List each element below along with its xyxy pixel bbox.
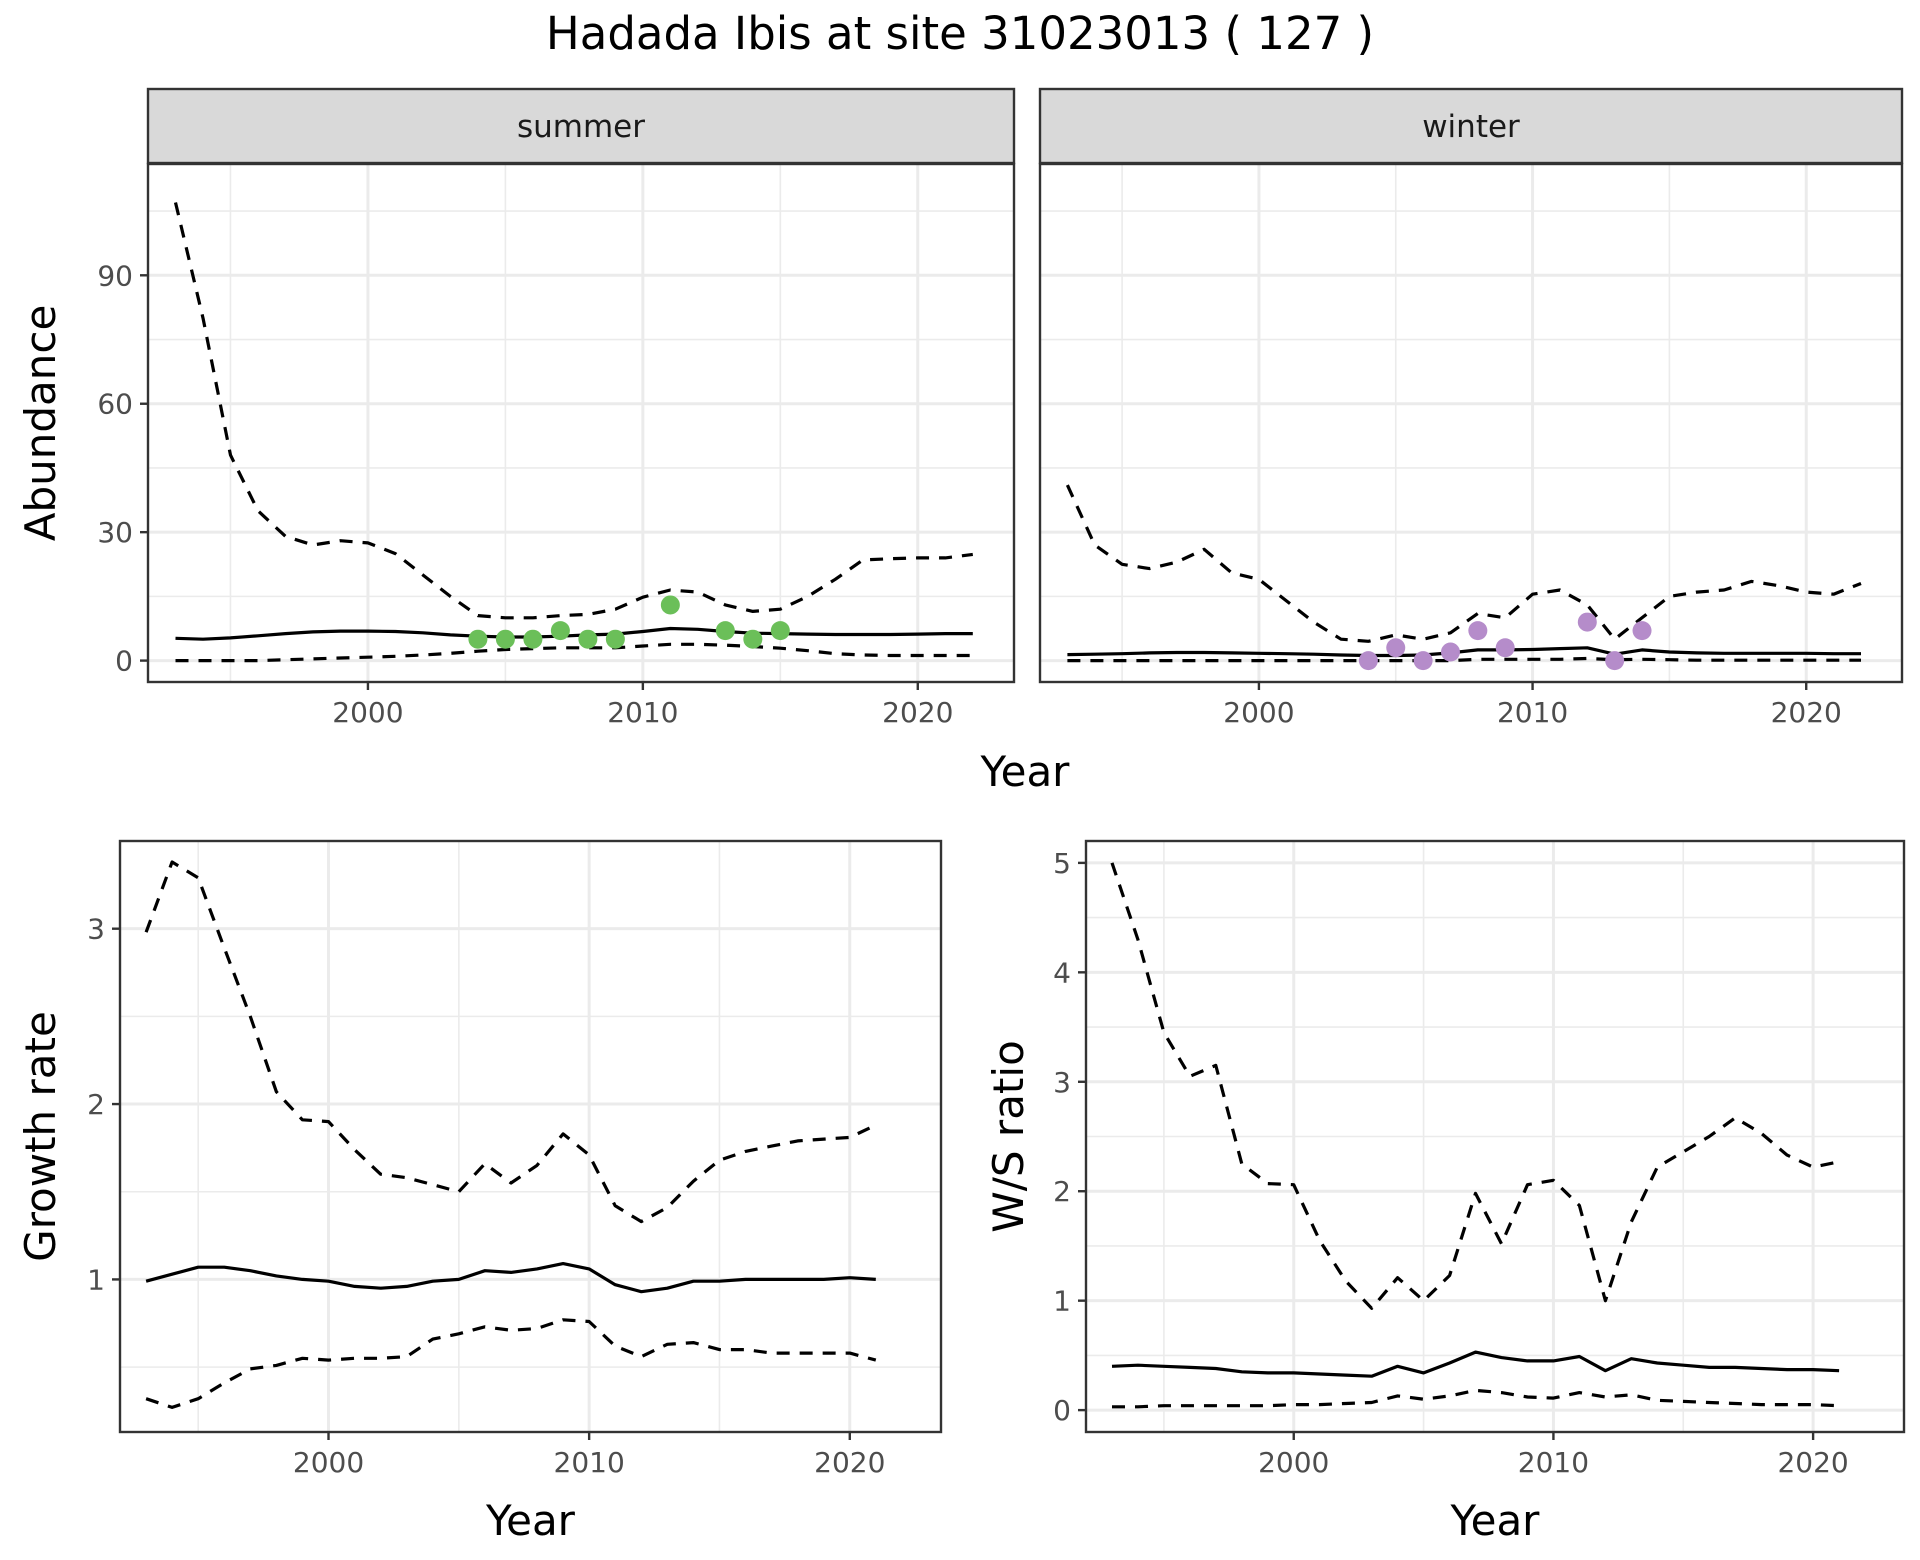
- data-point: [660, 595, 680, 615]
- data-point: [1632, 621, 1652, 641]
- y-tick-label: 0: [1053, 1394, 1071, 1427]
- panel-summer: 2000 2010 2020 0 30 60 90 summer: [97, 87, 1016, 729]
- y-tick-label: 60: [97, 388, 133, 421]
- panel-winter: 2000 2010 2020 winter: [1038, 87, 1904, 729]
- confidence-bound-line: [1110, 862, 1840, 1310]
- data-point: [1440, 642, 1460, 662]
- abundance-x-axis-title: Year: [980, 747, 1071, 796]
- figure-title: Hadada Ibis at site 31023013 ( 127 ): [546, 7, 1374, 60]
- confidence-bound-line: [145, 1318, 877, 1409]
- x-tick-label: 2010: [1518, 1446, 1589, 1479]
- y-tick-label: 2: [1053, 1175, 1071, 1208]
- x-axis-title: Year: [1450, 1496, 1541, 1545]
- x-tick-label: 2000: [332, 696, 403, 729]
- confidence-bound-line: [175, 642, 973, 663]
- y-tick-label: 30: [97, 516, 133, 549]
- y-tick-label: 4: [1053, 956, 1071, 989]
- panel-growth-rate-plot-area: [120, 841, 941, 1432]
- confidence-bound-line: [1067, 656, 1861, 663]
- y-tick-label: 0: [115, 645, 133, 678]
- abundance-y-axis-title: Abundance: [16, 305, 65, 542]
- data-point: [1605, 651, 1625, 671]
- data-point: [1413, 651, 1433, 671]
- panel-ws-ratio: 2000 2010 2020 0 1 2 3 4 5 Year W/S ratio: [984, 839, 1906, 1545]
- data-point: [715, 621, 735, 641]
- x-tick-label: 2010: [554, 1446, 625, 1479]
- y-axis-title: Growth rate: [16, 1011, 65, 1262]
- facet-strip-label: summer: [517, 109, 645, 145]
- x-tick-label: 2020: [1777, 1446, 1848, 1479]
- data-point: [1468, 621, 1488, 641]
- confidence-bound-line: [1065, 484, 1862, 643]
- confidence-bound-line: [1112, 1388, 1840, 1409]
- facet-strip-label: winter: [1422, 109, 1520, 145]
- estimate-line: [1111, 1350, 1840, 1378]
- confidence-bound-line: [144, 860, 877, 1224]
- y-tick-label: 90: [97, 259, 133, 292]
- data-point: [495, 629, 515, 649]
- x-tick-label: 2000: [1258, 1446, 1329, 1479]
- x-tick-label: 2020: [882, 696, 953, 729]
- data-point: [1386, 638, 1406, 658]
- x-tick-label: 2020: [1771, 696, 1842, 729]
- panel-growth-rate: 2000 2010 2020 1 2 3 Year Growth rate: [16, 839, 943, 1545]
- confidence-bound-line: [173, 202, 974, 620]
- data-point: [550, 621, 570, 641]
- x-tick-label: 2000: [1223, 696, 1294, 729]
- data-point: [1577, 612, 1597, 632]
- y-tick-label: 1: [87, 1263, 105, 1296]
- y-tick-label: 3: [87, 913, 105, 946]
- estimate-line: [145, 1262, 876, 1294]
- data-point: [468, 629, 488, 649]
- y-tick-label: 5: [1053, 847, 1071, 880]
- x-tick-label: 2000: [293, 1446, 364, 1479]
- panel-summer-plot-area: [148, 164, 1014, 682]
- y-tick-label: 2: [87, 1088, 105, 1121]
- data-point: [605, 629, 625, 649]
- panel-growth-rate-border: [118, 839, 943, 1434]
- panel-ws-ratio-border: [1084, 839, 1906, 1434]
- x-axis-title: Year: [485, 1496, 576, 1545]
- y-tick-label: 1: [1053, 1285, 1071, 1318]
- data-point: [770, 621, 790, 641]
- y-axis-title: W/S ratio: [984, 1040, 1033, 1233]
- data-point: [1358, 651, 1378, 671]
- data-point: [1495, 638, 1515, 658]
- y-tick-label: 3: [1053, 1066, 1071, 1099]
- x-tick-label: 2010: [1497, 696, 1568, 729]
- data-point: [743, 629, 763, 649]
- estimate-line: [175, 626, 973, 641]
- data-point: [523, 629, 543, 649]
- estimate-line: [1067, 646, 1861, 658]
- facet-strip: [1038, 87, 1904, 165]
- facet-strip: [146, 87, 1016, 165]
- x-tick-label: 2010: [607, 696, 678, 729]
- data-point: [578, 629, 598, 649]
- x-tick-label: 2020: [814, 1446, 885, 1479]
- panel-winter-plot-area: [1040, 164, 1902, 682]
